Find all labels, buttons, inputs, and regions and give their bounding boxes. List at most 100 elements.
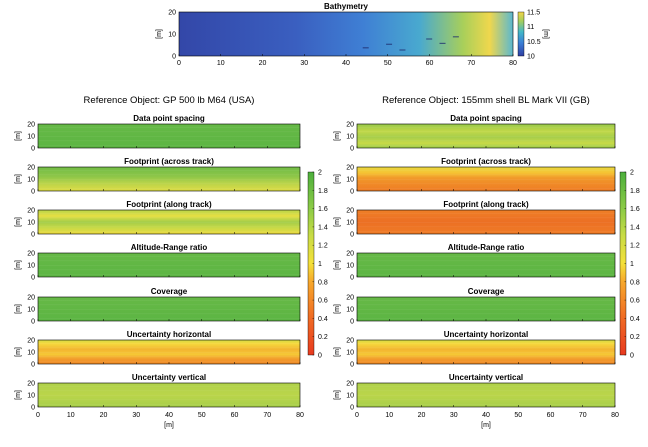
bathymetry-ytick-label: 20 <box>168 10 176 17</box>
colorbar-label: 0 <box>630 353 634 360</box>
panel-streak <box>38 131 300 133</box>
panel-title: Footprint (across track) <box>124 157 214 166</box>
panel-streak <box>357 183 615 185</box>
panel-ytick-label: 0 <box>31 146 35 153</box>
panel-ylabel: [m] <box>334 304 341 314</box>
bathymetry-xtick-label: 0 <box>177 60 181 67</box>
colorbar-label: 1 <box>318 261 322 268</box>
bathymetry-feature <box>452 36 459 38</box>
panel-ytick-label: 20 <box>27 381 35 388</box>
panel-streak <box>357 222 615 223</box>
panel-ytick-label: 10 <box>346 393 354 400</box>
panel-streak <box>357 217 615 219</box>
panel-streak <box>357 343 615 344</box>
panel-streak <box>357 361 615 362</box>
panel-streak <box>357 390 615 392</box>
colorbar-label: 0.6 <box>318 298 328 305</box>
panel-streak <box>357 140 615 142</box>
bathymetry-xtick-label: 80 <box>509 60 517 67</box>
panel-ytick-label: 10 <box>27 220 35 227</box>
panel-streak <box>38 352 300 353</box>
panel-streak <box>357 213 615 214</box>
bathymetry-ytick-label: 0 <box>172 54 176 61</box>
panel-title: Footprint (across track) <box>441 157 531 166</box>
panel-streak <box>38 222 300 223</box>
panel-heatmap <box>38 340 300 364</box>
panel-streak <box>38 269 300 271</box>
panel-ytick-label: 0 <box>350 275 354 282</box>
panel-title: Footprint (along track) <box>443 200 529 209</box>
panel-ytick-label: 10 <box>346 263 354 270</box>
panel-ytick-label: 0 <box>350 362 354 369</box>
panel-streak <box>38 136 300 137</box>
panel-heatmap <box>38 297 300 321</box>
panel-heatmap <box>357 297 615 321</box>
panel-streak <box>357 318 615 319</box>
colorbar-label: 1.2 <box>630 243 640 250</box>
panel-ytick-label: 20 <box>27 122 35 129</box>
panel-title: Altitude-Range ratio <box>448 243 525 252</box>
panel-xtick-label: 20 <box>418 412 426 419</box>
panel-streak <box>357 179 615 180</box>
panel-ytick-label: 20 <box>346 165 354 172</box>
panel-xtick-label: 30 <box>132 412 140 419</box>
panel-ytick-label: 20 <box>27 251 35 258</box>
bathymetry-ytick-label: 10 <box>168 32 176 39</box>
panel-ytick-label: 0 <box>31 189 35 196</box>
colorbar-label: 0.4 <box>318 316 328 323</box>
panel-ylabel: [m] <box>334 131 341 141</box>
panel-xtick-label: 40 <box>165 412 173 419</box>
panel-heatmap <box>357 210 615 234</box>
panel-ytick-label: 10 <box>27 350 35 357</box>
panel-ytick-label: 20 <box>27 295 35 302</box>
panel-ytick-label: 20 <box>346 122 354 129</box>
panel-title: Uncertainty horizontal <box>444 330 528 339</box>
bathymetry-heatmap <box>179 12 513 56</box>
panel-streak <box>357 136 615 137</box>
panel-title: Data point spacing <box>133 114 205 123</box>
panel-heatmap <box>38 167 300 191</box>
bathymetry-feature <box>439 42 446 44</box>
panel-streak <box>38 347 300 349</box>
panel-xtick-label: 60 <box>231 412 239 419</box>
bathymetry-colorbar-label: 10 <box>527 54 535 61</box>
panel-xtick-label: 50 <box>514 412 522 419</box>
panel-ytick-label: 20 <box>346 251 354 258</box>
panel-ylabel: [m] <box>334 260 341 270</box>
panel-ytick-label: 10 <box>27 393 35 400</box>
panel-heatmap <box>357 124 615 148</box>
panel-xlabel: [m] <box>481 422 491 429</box>
panel-ylabel: [m] <box>15 131 22 141</box>
panel-xtick-label: 80 <box>296 412 304 419</box>
panel-streak <box>357 347 615 349</box>
panel-streak <box>38 313 300 315</box>
bathymetry-colorbar-label: 11.5 <box>527 10 540 17</box>
panel-ytick-label: 10 <box>27 134 35 141</box>
panel-streak <box>357 226 615 228</box>
panel-streak <box>357 274 615 275</box>
bathymetry-xtick-label: 60 <box>426 60 434 67</box>
panel-streak <box>38 127 300 128</box>
panel-heatmap <box>38 253 300 277</box>
panel-streak <box>38 274 300 275</box>
panel-heatmap <box>357 167 615 191</box>
panel-streak <box>38 231 300 232</box>
panel-ytick-label: 10 <box>346 220 354 227</box>
panel-xtick-label: 40 <box>482 412 490 419</box>
panel-streak <box>357 188 615 189</box>
panel-streak <box>357 309 615 310</box>
panel-ytick-label: 20 <box>27 338 35 345</box>
panel-heatmap <box>357 383 615 407</box>
panel-streak <box>357 395 615 396</box>
panel-xtick-label: 10 <box>67 412 75 419</box>
colorbar-label: 1.6 <box>630 206 640 213</box>
bathymetry-ylabel: [m] <box>156 29 163 39</box>
panel-streak <box>357 170 615 171</box>
panel-ytick-label: 10 <box>27 307 35 314</box>
panel-title: Uncertainty vertical <box>449 373 523 382</box>
panel-ytick-label: 20 <box>27 165 35 172</box>
panel-xtick-label: 20 <box>100 412 108 419</box>
panel-xtick-label: 70 <box>579 412 587 419</box>
panel-ylabel: [m] <box>334 347 341 357</box>
